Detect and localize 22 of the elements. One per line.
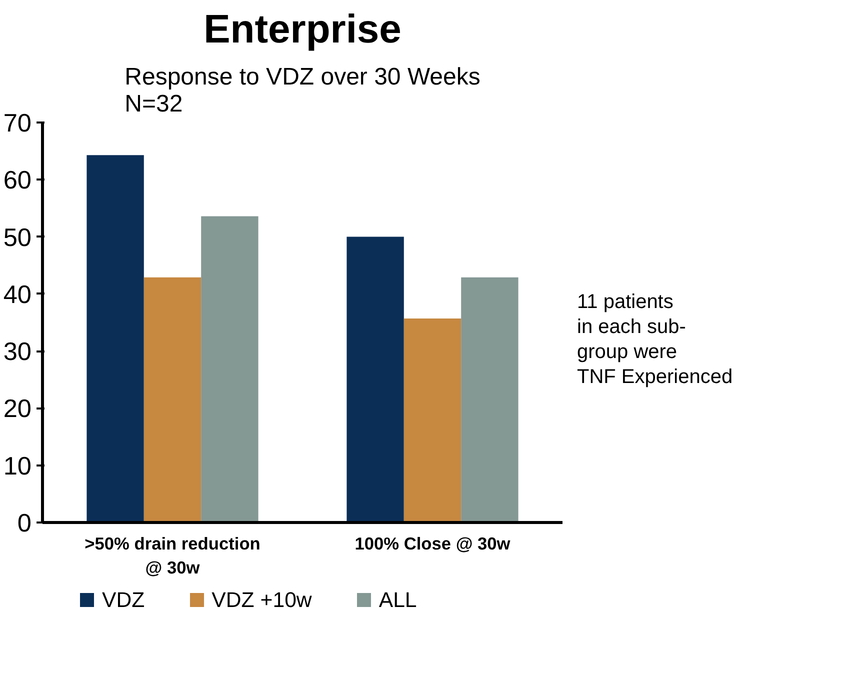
bar xyxy=(201,216,258,522)
legend-label: ALL xyxy=(378,588,417,612)
y-tick-label: 40 xyxy=(3,280,32,309)
y-tick-label: 30 xyxy=(3,338,32,366)
chart-title: Enterprise xyxy=(204,8,402,52)
bar xyxy=(346,236,404,522)
chart-subtitle: Response to VDZ over 30 Weeks N=32 xyxy=(124,64,480,118)
x-tick-label: 100% Close @ 30w xyxy=(354,534,511,554)
x-tick-label: >50% drain reduction @ 30w xyxy=(84,534,260,578)
y-tick-label: 50 xyxy=(3,224,32,252)
y-tick-label: 10 xyxy=(3,452,32,480)
bar xyxy=(144,277,202,522)
bar xyxy=(404,318,462,522)
y-tick-label: 20 xyxy=(3,395,32,424)
bar xyxy=(86,155,144,522)
text: 11 patients in each sub- group were TNF Experienced xyxy=(577,290,733,390)
legend-label: VDZ +10w xyxy=(212,588,312,612)
y-tick-label: 70 xyxy=(3,110,32,138)
y-tick-label: 60 xyxy=(3,166,32,195)
y-tick-label: 0 xyxy=(17,510,32,538)
legend-label: VDZ xyxy=(102,588,145,612)
bar xyxy=(461,277,518,522)
